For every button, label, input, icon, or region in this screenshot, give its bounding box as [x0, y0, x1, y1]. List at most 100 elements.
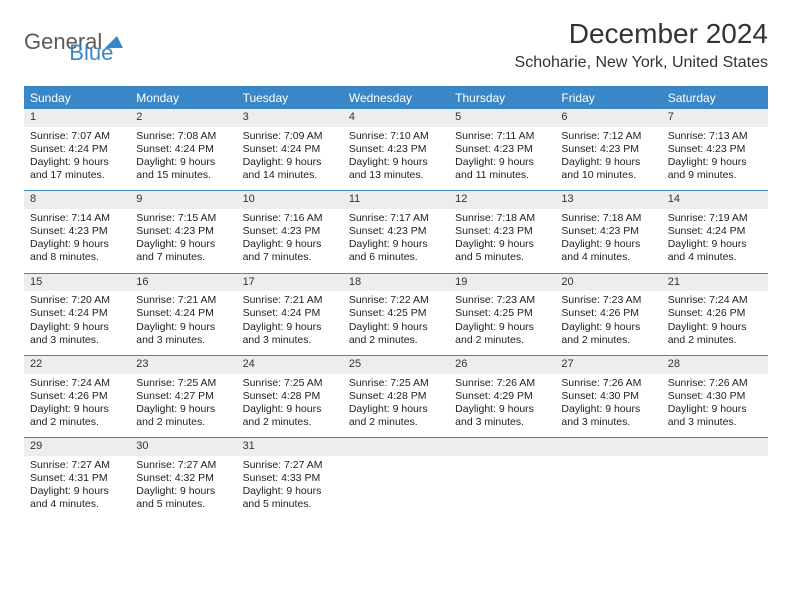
- day-number: 20: [555, 273, 661, 292]
- day-body: Sunrise: 7:26 AMSunset: 4:30 PMDaylight:…: [662, 374, 768, 438]
- day-cell: 29Sunrise: 7:27 AMSunset: 4:31 PMDayligh…: [24, 437, 130, 519]
- day-number: 13: [555, 190, 661, 209]
- day-day2: and 15 minutes.: [136, 169, 230, 182]
- day-body: Sunrise: 7:27 AMSunset: 4:32 PMDaylight:…: [130, 456, 236, 520]
- day-sunset: Sunset: 4:23 PM: [243, 225, 337, 238]
- day-number: 10: [237, 190, 343, 209]
- day-sunrise: Sunrise: 7:07 AM: [30, 130, 124, 143]
- day-day2: and 2 minutes.: [136, 416, 230, 429]
- day-sunset: Sunset: 4:23 PM: [349, 225, 443, 238]
- day-day2: and 3 minutes.: [243, 334, 337, 347]
- day-day2: and 2 minutes.: [30, 416, 124, 429]
- day-day1: Daylight: 9 hours: [561, 238, 655, 251]
- day-day1: Daylight: 9 hours: [243, 403, 337, 416]
- day-body: Sunrise: 7:23 AMSunset: 4:25 PMDaylight:…: [449, 291, 555, 355]
- day-day1: Daylight: 9 hours: [668, 321, 762, 334]
- day-sunset: Sunset: 4:29 PM: [455, 390, 549, 403]
- day-day1: Daylight: 9 hours: [455, 238, 549, 251]
- day-number: 14: [662, 190, 768, 209]
- day-sunrise: Sunrise: 7:25 AM: [243, 377, 337, 390]
- day-sunset: Sunset: 4:23 PM: [349, 143, 443, 156]
- day-cell: 17Sunrise: 7:21 AMSunset: 4:24 PMDayligh…: [237, 273, 343, 355]
- day-body: Sunrise: 7:12 AMSunset: 4:23 PMDaylight:…: [555, 127, 661, 191]
- day-day2: and 7 minutes.: [136, 251, 230, 264]
- day-sunset: Sunset: 4:25 PM: [455, 307, 549, 320]
- day-day2: and 9 minutes.: [668, 169, 762, 182]
- day-sunset: Sunset: 4:24 PM: [243, 307, 337, 320]
- day-number: 11: [343, 190, 449, 209]
- day-day1: Daylight: 9 hours: [136, 321, 230, 334]
- day-day2: and 11 minutes.: [455, 169, 549, 182]
- day-day2: and 5 minutes.: [136, 498, 230, 511]
- day-cell: 15Sunrise: 7:20 AMSunset: 4:24 PMDayligh…: [24, 273, 130, 355]
- day-cell: 10Sunrise: 7:16 AMSunset: 4:23 PMDayligh…: [237, 190, 343, 272]
- day-sunrise: Sunrise: 7:17 AM: [349, 212, 443, 225]
- day-body: Sunrise: 7:25 AMSunset: 4:28 PMDaylight:…: [237, 374, 343, 438]
- day-number: 24: [237, 355, 343, 374]
- day-day1: Daylight: 9 hours: [243, 156, 337, 169]
- day-day1: Daylight: 9 hours: [349, 238, 443, 251]
- day-number: 2: [130, 108, 236, 127]
- day-day1: Daylight: 9 hours: [243, 238, 337, 251]
- day-body: Sunrise: 7:26 AMSunset: 4:30 PMDaylight:…: [555, 374, 661, 438]
- day-cell: 12Sunrise: 7:18 AMSunset: 4:23 PMDayligh…: [449, 190, 555, 272]
- day-sunrise: Sunrise: 7:27 AM: [136, 459, 230, 472]
- day-body: [343, 456, 449, 504]
- day-sunrise: Sunrise: 7:08 AM: [136, 130, 230, 143]
- day-number: 4: [343, 108, 449, 127]
- day-cell-empty: .: [662, 437, 768, 519]
- day-sunset: Sunset: 4:28 PM: [349, 390, 443, 403]
- day-number: 12: [449, 190, 555, 209]
- day-cell: 1Sunrise: 7:07 AMSunset: 4:24 PMDaylight…: [24, 108, 130, 190]
- day-sunset: Sunset: 4:23 PM: [561, 143, 655, 156]
- day-body: Sunrise: 7:10 AMSunset: 4:23 PMDaylight:…: [343, 127, 449, 191]
- day-number: 28: [662, 355, 768, 374]
- day-cell: 2Sunrise: 7:08 AMSunset: 4:24 PMDaylight…: [130, 108, 236, 190]
- day-body: Sunrise: 7:16 AMSunset: 4:23 PMDaylight:…: [237, 209, 343, 273]
- day-header-saturday: Saturday: [662, 88, 768, 108]
- day-header-thursday: Thursday: [449, 88, 555, 108]
- day-body: Sunrise: 7:21 AMSunset: 4:24 PMDaylight:…: [237, 291, 343, 355]
- day-number: 26: [449, 355, 555, 374]
- day-day2: and 4 minutes.: [561, 251, 655, 264]
- day-day2: and 2 minutes.: [243, 416, 337, 429]
- day-day2: and 2 minutes.: [455, 334, 549, 347]
- day-sunrise: Sunrise: 7:23 AM: [455, 294, 549, 307]
- day-cell-empty: .: [555, 437, 661, 519]
- day-day1: Daylight: 9 hours: [349, 403, 443, 416]
- day-sunrise: Sunrise: 7:22 AM: [349, 294, 443, 307]
- day-number: 3: [237, 108, 343, 127]
- day-sunset: Sunset: 4:24 PM: [30, 143, 124, 156]
- day-sunset: Sunset: 4:23 PM: [455, 143, 549, 156]
- day-sunset: Sunset: 4:25 PM: [349, 307, 443, 320]
- day-sunrise: Sunrise: 7:26 AM: [561, 377, 655, 390]
- day-day2: and 4 minutes.: [30, 498, 124, 511]
- day-sunset: Sunset: 4:23 PM: [136, 225, 230, 238]
- day-sunrise: Sunrise: 7:25 AM: [349, 377, 443, 390]
- day-cell: 24Sunrise: 7:25 AMSunset: 4:28 PMDayligh…: [237, 355, 343, 437]
- day-cell: 14Sunrise: 7:19 AMSunset: 4:24 PMDayligh…: [662, 190, 768, 272]
- day-day1: Daylight: 9 hours: [349, 156, 443, 169]
- title-block: December 2024 Schoharie, New York, Unite…: [515, 18, 768, 72]
- day-body: Sunrise: 7:11 AMSunset: 4:23 PMDaylight:…: [449, 127, 555, 191]
- day-number: 15: [24, 273, 130, 292]
- day-sunrise: Sunrise: 7:18 AM: [561, 212, 655, 225]
- day-day2: and 2 minutes.: [349, 334, 443, 347]
- day-body: Sunrise: 7:21 AMSunset: 4:24 PMDaylight:…: [130, 291, 236, 355]
- day-day1: Daylight: 9 hours: [668, 403, 762, 416]
- day-body: Sunrise: 7:08 AMSunset: 4:24 PMDaylight:…: [130, 127, 236, 191]
- day-day2: and 13 minutes.: [349, 169, 443, 182]
- day-day1: Daylight: 9 hours: [561, 403, 655, 416]
- calendar: SundayMondayTuesdayWednesdayThursdayFrid…: [24, 86, 768, 519]
- day-body: Sunrise: 7:17 AMSunset: 4:23 PMDaylight:…: [343, 209, 449, 273]
- day-body: Sunrise: 7:15 AMSunset: 4:23 PMDaylight:…: [130, 209, 236, 273]
- day-number: 7: [662, 108, 768, 127]
- day-cell: 28Sunrise: 7:26 AMSunset: 4:30 PMDayligh…: [662, 355, 768, 437]
- day-headers-row: SundayMondayTuesdayWednesdayThursdayFrid…: [24, 88, 768, 108]
- day-cell-empty: .: [343, 437, 449, 519]
- day-cell: 31Sunrise: 7:27 AMSunset: 4:33 PMDayligh…: [237, 437, 343, 519]
- day-cell: 22Sunrise: 7:24 AMSunset: 4:26 PMDayligh…: [24, 355, 130, 437]
- day-sunset: Sunset: 4:24 PM: [136, 307, 230, 320]
- day-body: Sunrise: 7:09 AMSunset: 4:24 PMDaylight:…: [237, 127, 343, 191]
- day-cell: 26Sunrise: 7:26 AMSunset: 4:29 PMDayligh…: [449, 355, 555, 437]
